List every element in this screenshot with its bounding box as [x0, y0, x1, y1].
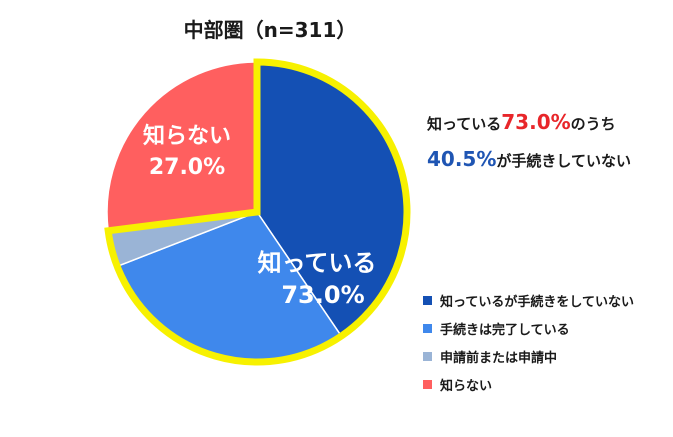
callout-line1-post: のうち — [570, 115, 616, 133]
legend-item: 申請前または申請中 — [423, 342, 634, 370]
callout-line1-value: 73.0% — [501, 110, 571, 134]
callout-line2-value: 40.5% — [427, 147, 497, 171]
callout-line1-pre: 知っている — [427, 115, 502, 133]
legend-label: 申請前または申請中 — [440, 350, 558, 366]
legend-item: 知っているが手続きをしていない — [423, 286, 634, 314]
known-label: 知っている — [258, 249, 377, 277]
chart-title: 中部圏（n=311） — [183, 18, 357, 42]
legend-label: 知っているが手続きをしていない — [440, 294, 634, 310]
legend-swatch — [423, 295, 432, 305]
unknown-percent-label: 27.0% — [149, 155, 225, 180]
legend-swatch — [423, 323, 432, 333]
known-group-highlight-border — [104, 58, 411, 366]
callout-line-1: 知っている73.0%のうち — [427, 110, 616, 134]
legend: 知っているが手続きをしていない 手続きは完了している 申請前または申請中 知らな… — [423, 286, 634, 398]
known-percent-label: 73.0% — [281, 281, 364, 309]
callout-line-2: 40.5%が手続きしていない — [427, 147, 631, 171]
callout-line2-post: が手続きしていない — [496, 152, 631, 170]
slice-unknown — [106, 61, 258, 232]
legend-label: 手続きは完了している — [440, 322, 570, 338]
legend-label: 知らない — [440, 378, 493, 394]
legend-item: 手続きは完了している — [423, 314, 634, 342]
legend-swatch — [423, 351, 432, 361]
legend-swatch — [423, 379, 432, 389]
unknown-label: 知らない — [143, 123, 231, 149]
legend-item: 知らない — [423, 370, 634, 398]
